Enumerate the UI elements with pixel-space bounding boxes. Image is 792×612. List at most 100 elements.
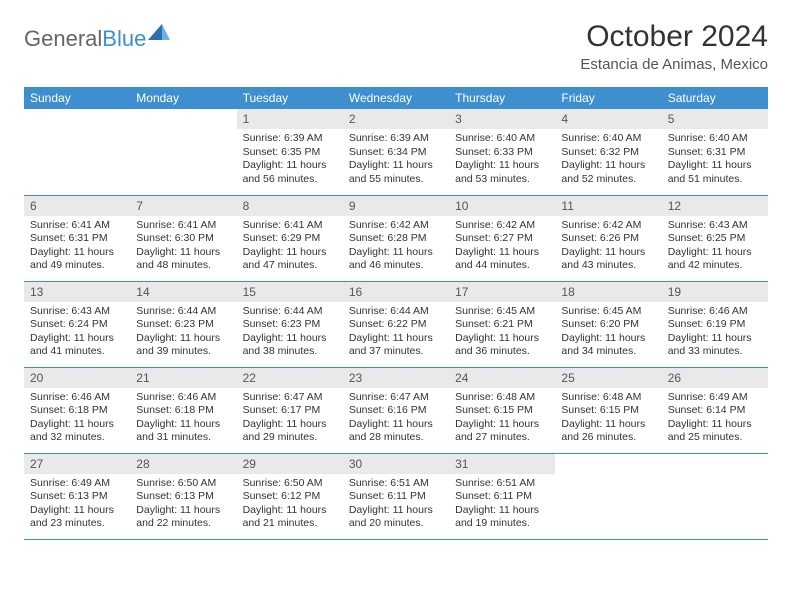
day-details: Sunrise: 6:46 AMSunset: 6:18 PMDaylight:… <box>24 388 130 450</box>
day-details: Sunrise: 6:44 AMSunset: 6:23 PMDaylight:… <box>130 302 236 364</box>
page-title: October 2024 <box>580 20 768 54</box>
calendar-day-cell: .. <box>24 109 130 195</box>
calendar-day-cell: 27Sunrise: 6:49 AMSunset: 6:13 PMDayligh… <box>24 453 130 539</box>
calendar-day-cell: 2Sunrise: 6:39 AMSunset: 6:34 PMDaylight… <box>343 109 449 195</box>
calendar-day-cell: 6Sunrise: 6:41 AMSunset: 6:31 PMDaylight… <box>24 195 130 281</box>
weekday-header-row: Sunday Monday Tuesday Wednesday Thursday… <box>24 87 768 109</box>
calendar-body: ....1Sunrise: 6:39 AMSunset: 6:35 PMDayl… <box>24 109 768 539</box>
day-details: Sunrise: 6:40 AMSunset: 6:32 PMDaylight:… <box>555 129 661 191</box>
day-details: Sunrise: 6:40 AMSunset: 6:33 PMDaylight:… <box>449 129 555 191</box>
day-number: 16 <box>343 282 449 302</box>
calendar-week-row: ....1Sunrise: 6:39 AMSunset: 6:35 PMDayl… <box>24 109 768 195</box>
calendar-day-cell: 29Sunrise: 6:50 AMSunset: 6:12 PMDayligh… <box>237 453 343 539</box>
calendar-table: Sunday Monday Tuesday Wednesday Thursday… <box>24 87 768 540</box>
day-number: 1 <box>237 109 343 129</box>
day-number: 10 <box>449 196 555 216</box>
calendar-day-cell: 17Sunrise: 6:45 AMSunset: 6:21 PMDayligh… <box>449 281 555 367</box>
day-number: 18 <box>555 282 661 302</box>
calendar-day-cell: .. <box>130 109 236 195</box>
calendar-day-cell: 11Sunrise: 6:42 AMSunset: 6:26 PMDayligh… <box>555 195 661 281</box>
day-details: Sunrise: 6:51 AMSunset: 6:11 PMDaylight:… <box>449 474 555 536</box>
day-number: 17 <box>449 282 555 302</box>
calendar-day-cell: 10Sunrise: 6:42 AMSunset: 6:27 PMDayligh… <box>449 195 555 281</box>
day-details: Sunrise: 6:39 AMSunset: 6:35 PMDaylight:… <box>237 129 343 191</box>
day-details: Sunrise: 6:51 AMSunset: 6:11 PMDaylight:… <box>343 474 449 536</box>
day-number: 12 <box>662 196 768 216</box>
day-number: 30 <box>343 454 449 474</box>
day-number: 29 <box>237 454 343 474</box>
day-details: Sunrise: 6:43 AMSunset: 6:25 PMDaylight:… <box>662 216 768 278</box>
weekday-header: Thursday <box>449 87 555 109</box>
day-number: 24 <box>449 368 555 388</box>
weekday-header: Wednesday <box>343 87 449 109</box>
calendar-week-row: 27Sunrise: 6:49 AMSunset: 6:13 PMDayligh… <box>24 453 768 539</box>
calendar-day-cell: 12Sunrise: 6:43 AMSunset: 6:25 PMDayligh… <box>662 195 768 281</box>
day-number: 7 <box>130 196 236 216</box>
weekday-header: Monday <box>130 87 236 109</box>
calendar-day-cell: 3Sunrise: 6:40 AMSunset: 6:33 PMDaylight… <box>449 109 555 195</box>
day-number: 20 <box>24 368 130 388</box>
day-number: 22 <box>237 368 343 388</box>
day-number: 27 <box>24 454 130 474</box>
day-details: Sunrise: 6:41 AMSunset: 6:31 PMDaylight:… <box>24 216 130 278</box>
calendar-week-row: 6Sunrise: 6:41 AMSunset: 6:31 PMDaylight… <box>24 195 768 281</box>
weekday-header: Sunday <box>24 87 130 109</box>
day-number: 14 <box>130 282 236 302</box>
day-number: 28 <box>130 454 236 474</box>
day-number: 8 <box>237 196 343 216</box>
calendar-day-cell: 16Sunrise: 6:44 AMSunset: 6:22 PMDayligh… <box>343 281 449 367</box>
calendar-day-cell: 30Sunrise: 6:51 AMSunset: 6:11 PMDayligh… <box>343 453 449 539</box>
calendar-day-cell: 21Sunrise: 6:46 AMSunset: 6:18 PMDayligh… <box>130 367 236 453</box>
calendar-day-cell: 31Sunrise: 6:51 AMSunset: 6:11 PMDayligh… <box>449 453 555 539</box>
calendar-day-cell: .. <box>662 453 768 539</box>
day-number: 15 <box>237 282 343 302</box>
calendar-week-row: 20Sunrise: 6:46 AMSunset: 6:18 PMDayligh… <box>24 367 768 453</box>
calendar-day-cell: 25Sunrise: 6:48 AMSunset: 6:15 PMDayligh… <box>555 367 661 453</box>
day-number: 3 <box>449 109 555 129</box>
day-number: 25 <box>555 368 661 388</box>
day-details: Sunrise: 6:45 AMSunset: 6:20 PMDaylight:… <box>555 302 661 364</box>
title-block: October 2024 Estancia de Animas, Mexico <box>580 20 768 73</box>
calendar-day-cell: 22Sunrise: 6:47 AMSunset: 6:17 PMDayligh… <box>237 367 343 453</box>
day-number: 9 <box>343 196 449 216</box>
calendar-day-cell: 9Sunrise: 6:42 AMSunset: 6:28 PMDaylight… <box>343 195 449 281</box>
day-details: Sunrise: 6:44 AMSunset: 6:22 PMDaylight:… <box>343 302 449 364</box>
day-number: 31 <box>449 454 555 474</box>
calendar-day-cell: 28Sunrise: 6:50 AMSunset: 6:13 PMDayligh… <box>130 453 236 539</box>
calendar-week-row: 13Sunrise: 6:43 AMSunset: 6:24 PMDayligh… <box>24 281 768 367</box>
day-details: Sunrise: 6:46 AMSunset: 6:19 PMDaylight:… <box>662 302 768 364</box>
day-details: Sunrise: 6:44 AMSunset: 6:23 PMDaylight:… <box>237 302 343 364</box>
calendar-day-cell: 1Sunrise: 6:39 AMSunset: 6:35 PMDaylight… <box>237 109 343 195</box>
day-number: 4 <box>555 109 661 129</box>
day-details: Sunrise: 6:48 AMSunset: 6:15 PMDaylight:… <box>555 388 661 450</box>
calendar-day-cell: 4Sunrise: 6:40 AMSunset: 6:32 PMDaylight… <box>555 109 661 195</box>
calendar-day-cell: 18Sunrise: 6:45 AMSunset: 6:20 PMDayligh… <box>555 281 661 367</box>
calendar-day-cell: 15Sunrise: 6:44 AMSunset: 6:23 PMDayligh… <box>237 281 343 367</box>
day-number: 21 <box>130 368 236 388</box>
day-details: Sunrise: 6:46 AMSunset: 6:18 PMDaylight:… <box>130 388 236 450</box>
day-details: Sunrise: 6:49 AMSunset: 6:14 PMDaylight:… <box>662 388 768 450</box>
calendar-day-cell: 20Sunrise: 6:46 AMSunset: 6:18 PMDayligh… <box>24 367 130 453</box>
day-details: Sunrise: 6:41 AMSunset: 6:30 PMDaylight:… <box>130 216 236 278</box>
calendar-day-cell: 23Sunrise: 6:47 AMSunset: 6:16 PMDayligh… <box>343 367 449 453</box>
page-subtitle: Estancia de Animas, Mexico <box>580 56 768 73</box>
day-details: Sunrise: 6:47 AMSunset: 6:16 PMDaylight:… <box>343 388 449 450</box>
logo-triangle-icon <box>148 24 170 46</box>
day-details: Sunrise: 6:42 AMSunset: 6:28 PMDaylight:… <box>343 216 449 278</box>
day-details: Sunrise: 6:50 AMSunset: 6:13 PMDaylight:… <box>130 474 236 536</box>
calendar-day-cell: 5Sunrise: 6:40 AMSunset: 6:31 PMDaylight… <box>662 109 768 195</box>
day-details: Sunrise: 6:47 AMSunset: 6:17 PMDaylight:… <box>237 388 343 450</box>
day-details: Sunrise: 6:42 AMSunset: 6:26 PMDaylight:… <box>555 216 661 278</box>
day-number: 13 <box>24 282 130 302</box>
day-details: Sunrise: 6:45 AMSunset: 6:21 PMDaylight:… <box>449 302 555 364</box>
weekday-header: Tuesday <box>237 87 343 109</box>
calendar-day-cell: 26Sunrise: 6:49 AMSunset: 6:14 PMDayligh… <box>662 367 768 453</box>
calendar-day-cell: 8Sunrise: 6:41 AMSunset: 6:29 PMDaylight… <box>237 195 343 281</box>
calendar-day-cell: 24Sunrise: 6:48 AMSunset: 6:15 PMDayligh… <box>449 367 555 453</box>
day-details: Sunrise: 6:42 AMSunset: 6:27 PMDaylight:… <box>449 216 555 278</box>
day-details: Sunrise: 6:48 AMSunset: 6:15 PMDaylight:… <box>449 388 555 450</box>
day-details: Sunrise: 6:43 AMSunset: 6:24 PMDaylight:… <box>24 302 130 364</box>
day-details: Sunrise: 6:39 AMSunset: 6:34 PMDaylight:… <box>343 129 449 191</box>
day-details: Sunrise: 6:40 AMSunset: 6:31 PMDaylight:… <box>662 129 768 191</box>
day-number: 2 <box>343 109 449 129</box>
